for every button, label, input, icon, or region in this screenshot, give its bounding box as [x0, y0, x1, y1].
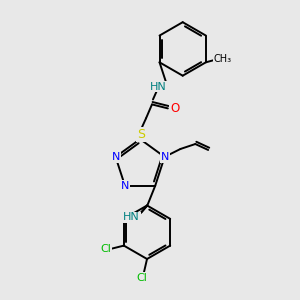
Text: N: N	[160, 152, 169, 162]
Text: Cl: Cl	[136, 273, 148, 283]
Text: N: N	[111, 152, 120, 162]
Text: HN: HN	[150, 82, 166, 92]
Text: S: S	[137, 128, 145, 141]
Text: CH₃: CH₃	[214, 54, 232, 64]
Text: N: N	[121, 181, 129, 191]
Text: O: O	[170, 102, 179, 115]
Text: HN: HN	[123, 212, 140, 222]
Text: Cl: Cl	[100, 244, 112, 254]
